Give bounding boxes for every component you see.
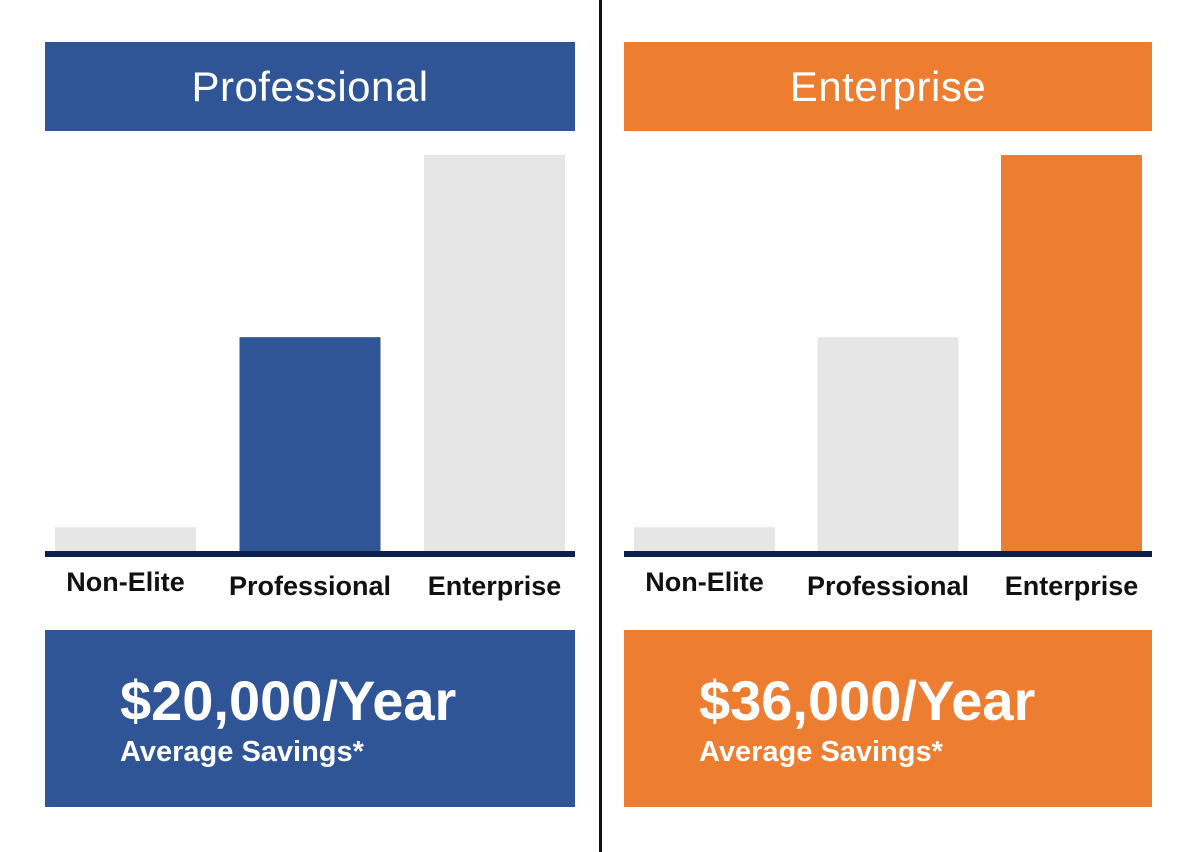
savings-subtitle: Average Savings*	[699, 736, 943, 768]
bar-chart: Non-Elite Professional Enterprise	[624, 155, 1152, 601]
savings-box: $20,000/Year Average Savings*	[45, 630, 575, 807]
baseline-axis	[45, 551, 575, 557]
enterprise-panel: Enterprise Non-Elite Professional Enterpri…	[624, 0, 1152, 852]
center-divider	[599, 0, 602, 852]
category-label: Non-Elite	[645, 567, 764, 597]
category-label: Professional	[807, 571, 969, 601]
category-label: Enterprise	[428, 571, 562, 601]
bar-chart: Non-Elite Professional Enterprise	[45, 155, 575, 601]
category-label: Enterprise	[1005, 571, 1139, 601]
savings-box: $36,000/Year Average Savings*	[624, 630, 1152, 807]
bar-non-elite	[634, 527, 775, 551]
category-label: Non-Elite	[66, 567, 185, 597]
category-label: Professional	[229, 571, 391, 601]
bar-enterprise	[1001, 155, 1142, 551]
panel-header: Professional	[45, 42, 575, 131]
bar-enterprise	[424, 155, 565, 551]
baseline-axis	[624, 551, 1152, 557]
bar-professional	[817, 337, 959, 551]
bar-professional	[239, 337, 381, 551]
savings-amount: $20,000/Year	[120, 669, 457, 732]
professional-panel: Professional Non-Elite Professional Enterp…	[45, 0, 575, 852]
savings-amount: $36,000/Year	[699, 669, 1036, 732]
panel-header: Enterprise	[624, 42, 1152, 131]
savings-subtitle: Average Savings*	[120, 736, 364, 768]
bar-non-elite	[55, 527, 196, 551]
